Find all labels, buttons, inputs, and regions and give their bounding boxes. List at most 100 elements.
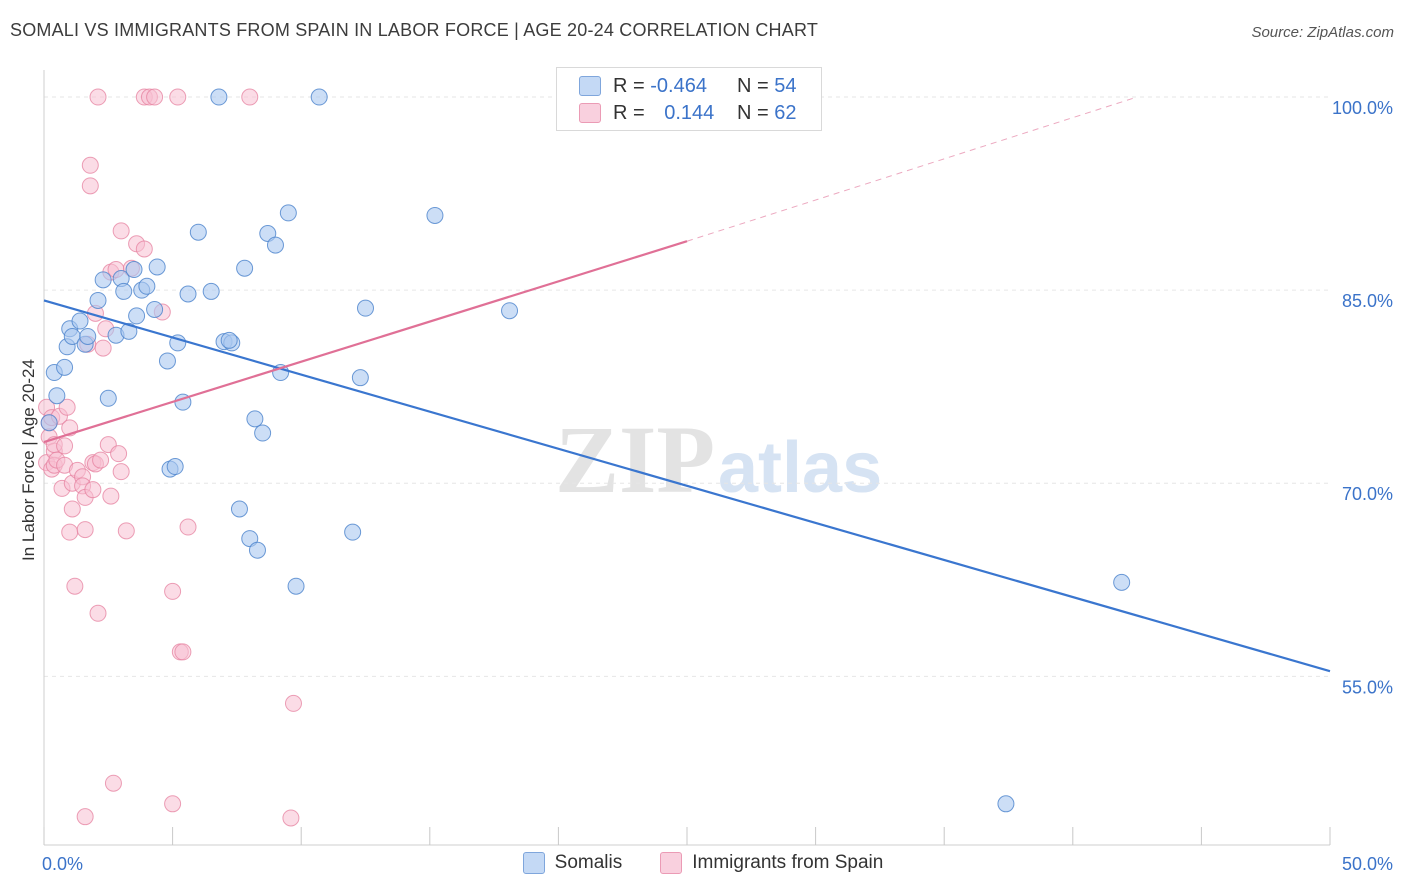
watermark-atlas: atlas bbox=[718, 428, 882, 508]
spain-point bbox=[89, 88, 107, 106]
x-tick-label: 50.0% bbox=[1342, 854, 1393, 874]
spain-point bbox=[284, 694, 302, 712]
legend-row-somali: R = -0.464 N = 54 bbox=[579, 73, 797, 99]
somali-point bbox=[426, 206, 444, 224]
somali-point bbox=[79, 327, 97, 345]
somali-r-label: R = bbox=[613, 74, 651, 97]
somali-point bbox=[287, 577, 305, 595]
series-legend: Somalis Immigrants from Spain bbox=[0, 852, 1406, 874]
somali-point bbox=[115, 282, 133, 300]
somalis-legend-label: Somalis bbox=[554, 852, 623, 873]
watermark: ZIP atlas bbox=[555, 406, 882, 513]
somali-point bbox=[202, 282, 220, 300]
somali-point bbox=[179, 285, 197, 303]
somali-point bbox=[125, 261, 143, 279]
somali-point bbox=[89, 291, 107, 309]
somali-point bbox=[189, 223, 207, 241]
somali-point bbox=[40, 414, 58, 432]
spain-point bbox=[63, 500, 81, 518]
spain-point bbox=[84, 481, 102, 499]
spain-point bbox=[76, 521, 94, 539]
somali-point bbox=[344, 523, 362, 541]
spain-point bbox=[81, 156, 99, 174]
somali-point bbox=[146, 300, 164, 318]
legend-item-spain: Immigrants from Spain bbox=[660, 852, 883, 874]
somali-point bbox=[220, 331, 238, 349]
gridlines bbox=[44, 96, 1330, 677]
spain-legend-label: Immigrants from Spain bbox=[692, 852, 884, 873]
somali-point bbox=[236, 259, 254, 277]
y-tick-label: 85.0% bbox=[1342, 291, 1393, 311]
somali-point bbox=[254, 424, 272, 442]
somali-point bbox=[357, 299, 374, 317]
spain-legend-swatch bbox=[660, 852, 683, 874]
spain-point bbox=[135, 240, 153, 258]
spain-point bbox=[81, 177, 99, 195]
y-tick-labels: 55.0% 70.0% 85.0% 100.0% bbox=[1332, 98, 1393, 697]
spain-point bbox=[146, 88, 164, 106]
spain-point bbox=[169, 88, 187, 106]
somali-n-value: 54 bbox=[774, 74, 797, 97]
spain-point bbox=[112, 463, 130, 481]
spain-point bbox=[58, 398, 76, 416]
somali-point bbox=[248, 541, 266, 559]
spain-point bbox=[164, 582, 182, 600]
source-label: Source: ZipAtlas.com bbox=[1251, 24, 1394, 41]
somali-point bbox=[351, 369, 369, 387]
somali-point bbox=[230, 500, 248, 518]
y-tick-label: 100.0% bbox=[1332, 98, 1393, 118]
somali-point bbox=[1113, 573, 1131, 591]
spain-point bbox=[117, 522, 135, 540]
somali-point bbox=[56, 358, 74, 376]
spain-points bbox=[38, 88, 302, 827]
y-axis-label: In Labor Force | Age 20-24 bbox=[19, 359, 38, 561]
spain-point bbox=[92, 451, 110, 469]
spain-point bbox=[110, 445, 128, 463]
spain-point bbox=[61, 523, 79, 541]
somali-point bbox=[148, 258, 166, 276]
chart-title: SOMALI VS IMMIGRANTS FROM SPAIN IN LABOR… bbox=[10, 20, 819, 40]
somalis-legend-swatch bbox=[522, 852, 545, 874]
spain-n-label: N = bbox=[737, 101, 775, 124]
spain-point bbox=[56, 437, 74, 455]
trend-lines bbox=[43, 96, 1331, 673]
somali-point bbox=[138, 277, 156, 295]
spain-point bbox=[76, 808, 94, 826]
spain-trend-extension bbox=[686, 96, 1138, 242]
somali-point bbox=[48, 387, 66, 405]
somali-point bbox=[94, 271, 112, 289]
legend-row-spain: R = 0.144 N = 62 bbox=[579, 100, 797, 126]
spain-r-value: 0.144 bbox=[664, 101, 715, 124]
somali-swatch bbox=[579, 76, 601, 96]
somali-point bbox=[99, 389, 117, 407]
spain-r-label: R = bbox=[613, 101, 651, 124]
somali-point bbox=[997, 795, 1015, 813]
somali-r-value: -0.464 bbox=[650, 74, 707, 97]
somali-n-label: N = bbox=[737, 74, 775, 97]
somali-point bbox=[158, 352, 176, 370]
spain-swatch bbox=[579, 103, 601, 123]
somali-point bbox=[120, 322, 138, 340]
spain-n-value: 62 bbox=[774, 101, 797, 124]
spain-point bbox=[282, 809, 300, 827]
watermark-zip: ZIP bbox=[555, 406, 715, 513]
somali-point bbox=[246, 410, 264, 428]
y-tick-label: 70.0% bbox=[1342, 484, 1393, 504]
spain-point bbox=[104, 774, 122, 792]
somali-point bbox=[71, 312, 89, 330]
somali-point bbox=[166, 458, 184, 476]
spain-point bbox=[102, 487, 120, 505]
spain-point bbox=[164, 795, 182, 813]
spain-point bbox=[179, 518, 197, 536]
spain-point bbox=[94, 339, 112, 357]
somali-point bbox=[501, 302, 519, 320]
x-tick-labels: 0.0% 50.0% bbox=[42, 854, 1393, 874]
spain-point bbox=[66, 577, 84, 595]
somali-points bbox=[40, 88, 1131, 813]
spain-point bbox=[112, 222, 130, 240]
somali-point bbox=[128, 307, 146, 325]
somali-point bbox=[310, 88, 328, 106]
spain-point bbox=[241, 88, 259, 106]
y-tick-label: 55.0% bbox=[1342, 677, 1393, 697]
